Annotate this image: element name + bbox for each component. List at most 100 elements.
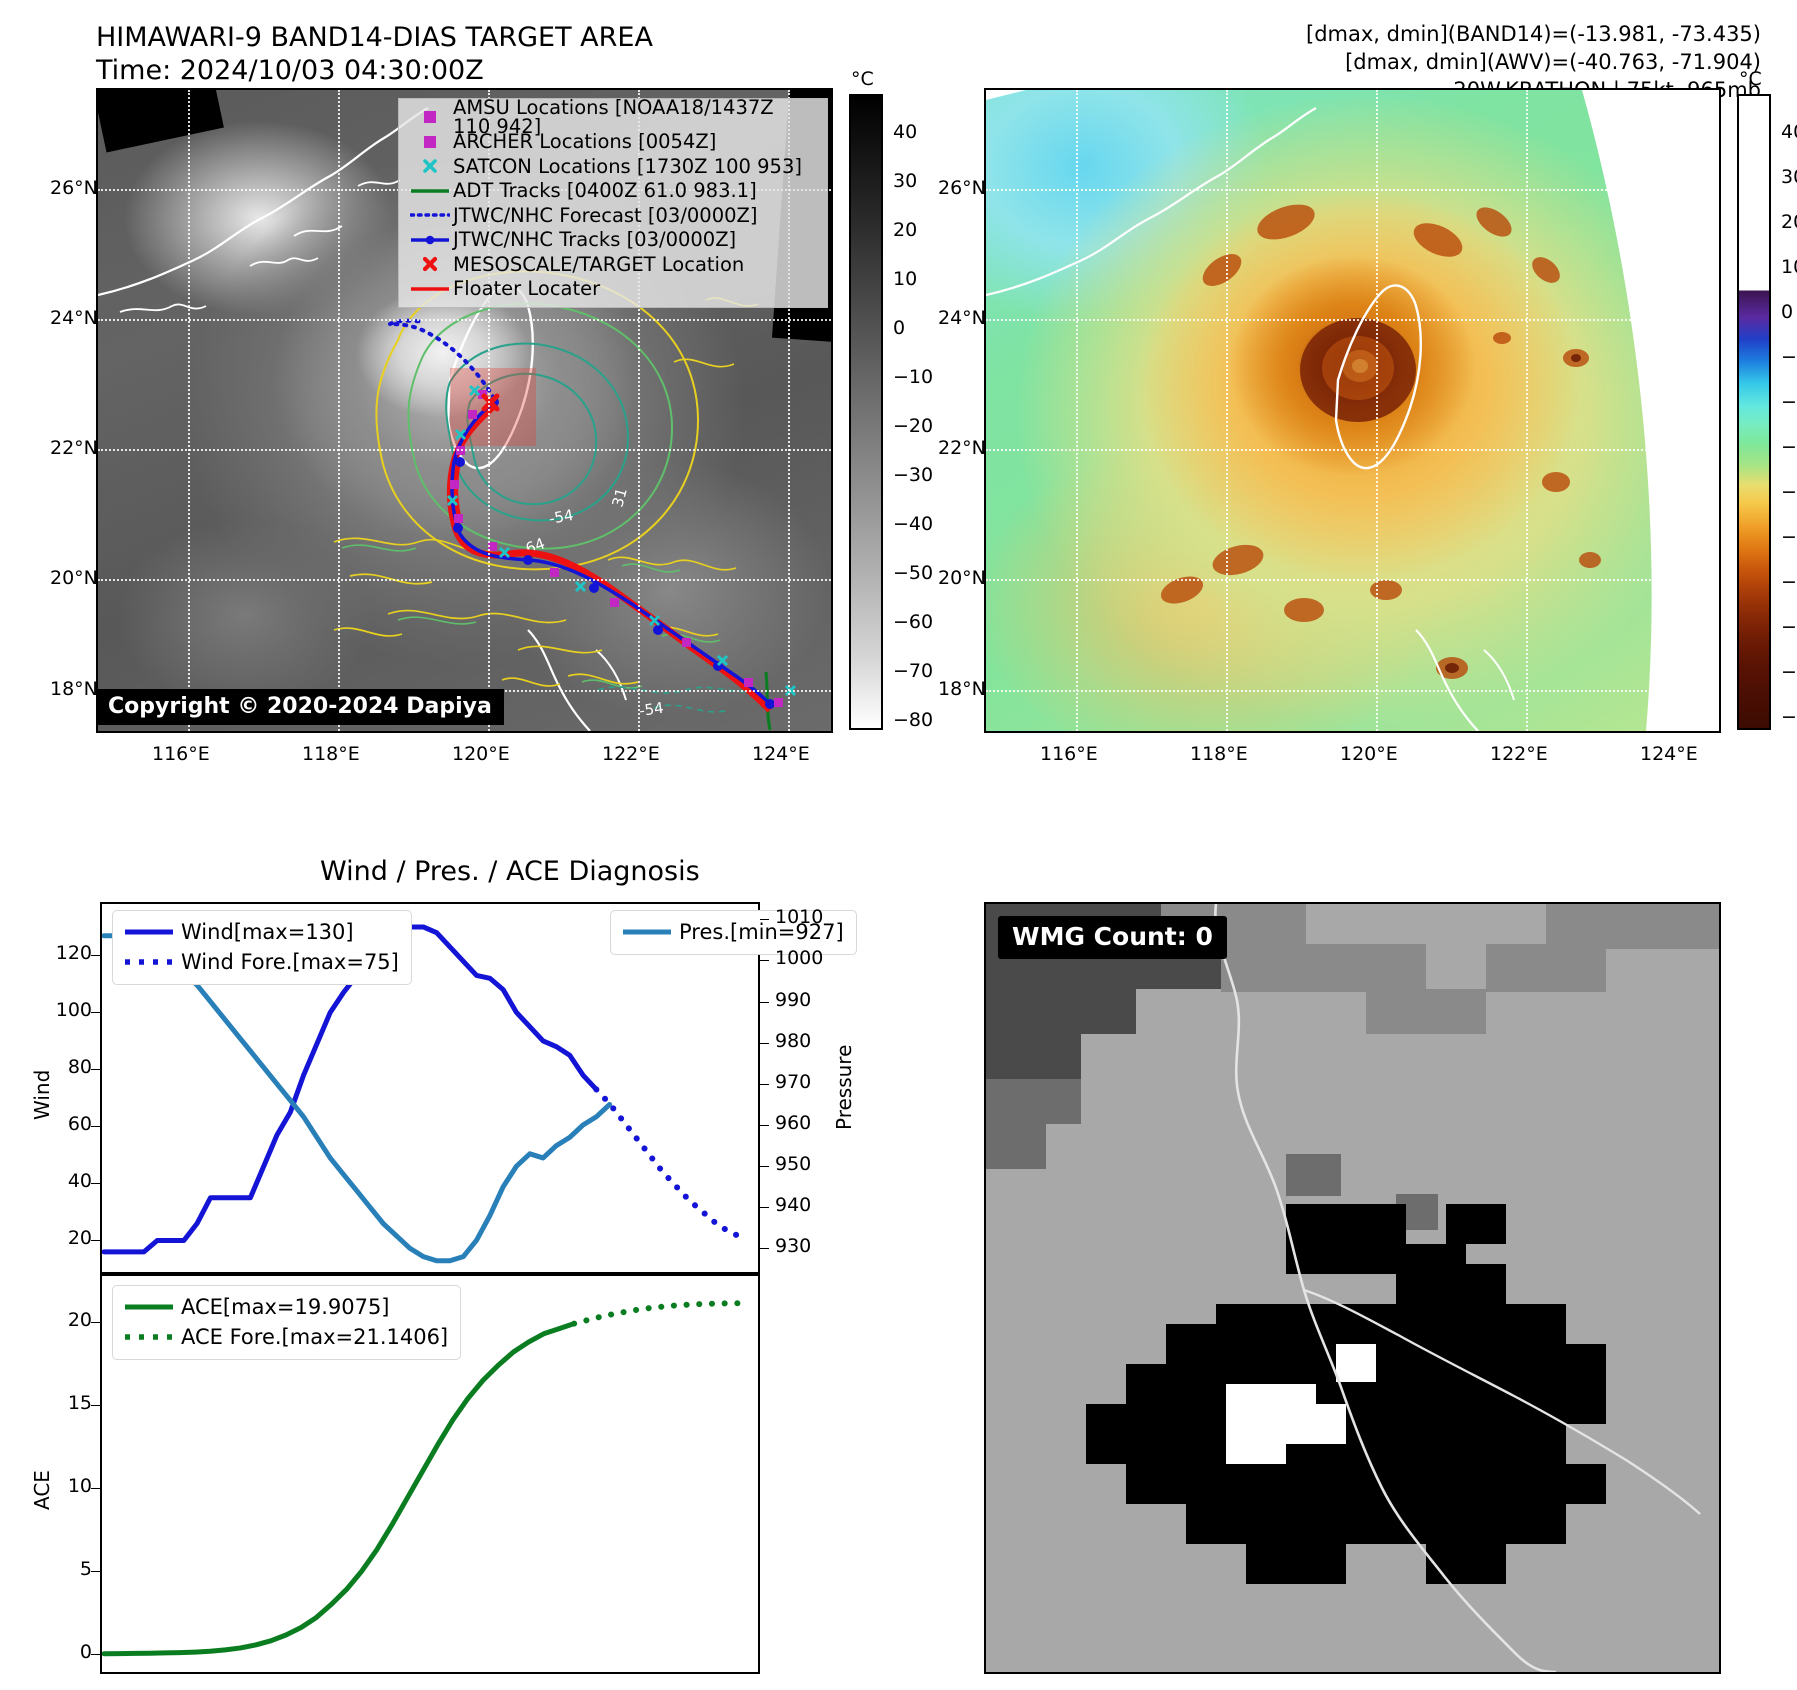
solid-line-icon [621, 928, 679, 936]
gridline-lon-122 [638, 90, 640, 731]
legend-label-ace-forecast: ACE Fore.[max=21.1406] [181, 1324, 449, 1349]
ir-map-image: -54 31 64 -54 [98, 90, 831, 731]
ir-satellite-map[interactable]: -54 31 64 -54 [96, 88, 833, 733]
line-with-dot-icon [407, 234, 453, 246]
ace-legend: ACE[max=19.9075] ACE Fore.[max=21.1406] [112, 1285, 462, 1360]
gridline-lat-24 [98, 319, 831, 321]
wmg-cloud-mask [986, 904, 1719, 1672]
square-marker-icon [407, 135, 453, 149]
lat-tick-20n-left: 20°N [50, 567, 98, 589]
pressure-ytick-mark-1010 [760, 919, 769, 921]
solid-line-icon [123, 928, 181, 936]
svg-text:31: 31 [608, 486, 630, 509]
cb-right-tick-m40: −40 [1781, 481, 1797, 503]
legend-label-jtwc-forecast: JTWC/NHC Forecast [03/0000Z] [453, 203, 758, 227]
lat-tick-22n-right: 22°N [938, 437, 986, 459]
legend-label-mesoscale: MESOSCALE/TARGET Location [453, 252, 745, 276]
gridline-lat-18-right [986, 690, 1719, 692]
legend-item-floater: Floater Locater [407, 277, 817, 302]
gridline-lon-120-right [1376, 90, 1378, 731]
ace-ytick-15: 15 [67, 1392, 92, 1415]
wind-legend: Wind[max=130] Wind Fore.[max=75] [112, 910, 412, 985]
pressure-ytick-mark-970 [760, 1083, 769, 1085]
x-cross-marker-icon [407, 255, 453, 273]
storm-tracks-overlay [388, 318, 797, 731]
legend-label-floater: Floater Locater [453, 277, 601, 300]
legend-item-wind: Wind[max=130] [123, 917, 399, 947]
lat-tick-22n-left: 22°N [50, 437, 98, 459]
legend-label-pressure: Pres.[min=927] [679, 919, 844, 944]
lon-tick-118e-right: 118°E [1190, 743, 1248, 765]
gridline-lat-22 [98, 449, 831, 451]
pressure-ytick-1010: 1010 [775, 906, 824, 929]
cb-right-tick-m30: −30 [1781, 436, 1797, 458]
cb-right-tick-m80: −80 [1781, 661, 1797, 683]
cb-left-tick-m40: −40 [893, 513, 934, 535]
lat-tick-24n-left: 24°N [50, 307, 98, 329]
gridline-lon-120 [488, 90, 490, 731]
legend-item-jtwc-forecast: JTWC/NHC Forecast [03/0000Z] [407, 203, 817, 228]
wind-ytick-mark-60 [91, 1126, 100, 1128]
dotted-line-icon [407, 211, 453, 219]
pressure-ytick-950: 950 [775, 1153, 812, 1176]
cb-left-tick-30: 30 [893, 170, 918, 192]
pressure-ytick-990: 990 [775, 988, 812, 1011]
lon-tick-116e-left: 116°E [152, 743, 210, 765]
lon-tick-118e-left: 118°E [302, 743, 360, 765]
cb-left-tick-m50: −50 [893, 562, 934, 584]
cb-right-tick-m20: −20 [1781, 391, 1797, 413]
legend-label-ace: ACE[max=19.9075] [181, 1294, 390, 1319]
pressure-ytick-mark-990 [760, 1001, 769, 1003]
gridline-lon-118-right [1226, 90, 1228, 731]
cb-left-tick-m20: −20 [893, 415, 934, 437]
ace-ytick-mark-5 [91, 1571, 100, 1573]
cb-left-tick-m30: −30 [893, 464, 934, 486]
gridline-lon-118 [338, 90, 340, 731]
info-band14-range: [dmax, dmin](BAND14)=(-13.981, -73.435) [1306, 22, 1761, 46]
cb-right-tick-m60: −60 [1781, 571, 1797, 593]
solid-line-icon [123, 1303, 181, 1311]
pressure-ytick-mark-930 [760, 1248, 769, 1250]
gridline-lon-116-right [1076, 90, 1078, 731]
legend-label-wind: Wind[max=130] [181, 919, 354, 944]
cb-right-tick-40: 40 [1781, 121, 1797, 143]
legend-item-mesoscale: MESOSCALE/TARGET Location [407, 252, 817, 277]
gridline-lat-20-right [986, 579, 1719, 581]
wind-ytick-40: 40 [67, 1170, 92, 1193]
dotted-line-icon [123, 958, 181, 966]
square-marker-icon [407, 110, 453, 124]
colorbar-right [1737, 94, 1771, 730]
cb-right-tick-0: 0 [1781, 301, 1794, 323]
awv-cloud-detail [986, 107, 1601, 731]
gridline-lon-116 [188, 90, 190, 731]
lon-tick-122e-left: 122°E [602, 743, 660, 765]
legend-label-satcon: SATCON Locations [1730Z 100 953] [453, 154, 802, 178]
colorbar-unit-left: °C [851, 68, 874, 90]
gridline-lon-124 [788, 90, 790, 731]
map-legend: AMSU Locations [NOAA18/1437Z 110 942] AR… [398, 98, 828, 308]
lat-tick-26n-right: 26°N [938, 177, 986, 199]
lat-tick-18n-right: 18°N [938, 678, 986, 700]
ace-ytick-mark-0 [91, 1654, 100, 1656]
pressure-ytick-mark-1000 [760, 960, 769, 962]
wind-ytick-60: 60 [67, 1113, 92, 1136]
awv-satellite-map[interactable] [984, 88, 1721, 733]
copyright-badge: Copyright © 2020-2024 Dapiya [98, 689, 504, 725]
lon-tick-122e-right: 122°E [1490, 743, 1548, 765]
legend-item-satcon: SATCON Locations [1730Z 100 953] [407, 154, 817, 179]
wmg-map[interactable]: WMG Count: 0 [984, 902, 1721, 1674]
page-title-line1: HIMAWARI-9 BAND14-DIAS TARGET AREA [96, 22, 653, 53]
page-title-line2: Time: 2024/10/03 04:30:00Z [96, 55, 484, 86]
dotted-line-icon [123, 1333, 181, 1341]
cb-left-tick-m60: −60 [893, 611, 934, 633]
pressure-ytick-mark-950 [760, 1166, 769, 1168]
cb-right-tick-30: 30 [1781, 166, 1797, 188]
gridline-lat-22-right [986, 449, 1719, 451]
awv-domain-mask [986, 90, 1719, 731]
gridline-lat-20 [98, 579, 831, 581]
ace-ytick-20: 20 [67, 1309, 92, 1332]
colorbar-unit-right: °C [1739, 68, 1762, 90]
solid-line-icon [407, 187, 453, 195]
wind-ytick-100: 100 [55, 999, 92, 1022]
colorbar-left [849, 94, 883, 730]
